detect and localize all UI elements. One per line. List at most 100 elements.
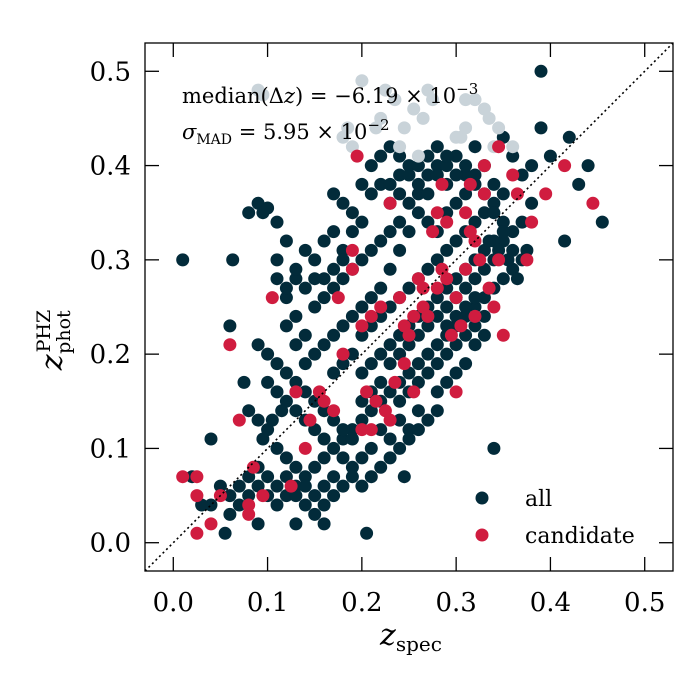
point-candidate-4 — [204, 517, 218, 531]
point-candidate-8 — [246, 460, 260, 474]
point-all-190 — [270, 272, 284, 286]
point-all-259 — [275, 404, 289, 418]
point-all-256 — [223, 507, 237, 521]
x-tick-label-5: 0.5 — [624, 588, 665, 618]
point-all-274 — [327, 262, 341, 276]
point-all-164 — [449, 196, 463, 210]
point-all-183 — [308, 347, 322, 361]
point-all-155 — [496, 187, 510, 201]
point-faded-22 — [341, 121, 355, 135]
point-candidate-15 — [298, 441, 312, 455]
point-all-124 — [383, 357, 397, 371]
point-all-282 — [501, 253, 515, 267]
point-all-37 — [534, 64, 548, 78]
point-all-103 — [289, 460, 303, 474]
point-candidate-3 — [190, 526, 204, 540]
point-all-66 — [308, 460, 322, 474]
point-all-184 — [317, 338, 331, 352]
point-candidate-52 — [459, 262, 473, 276]
y-tick-label-3: 0.3 — [90, 246, 131, 276]
point-all-141 — [364, 319, 378, 333]
point-all-104 — [279, 451, 293, 465]
point-all-188 — [355, 300, 369, 314]
point-all-1 — [223, 319, 237, 333]
point-all-258 — [265, 413, 279, 427]
point-candidate-62 — [496, 328, 510, 342]
point-all-175 — [393, 215, 407, 229]
point-all-126 — [402, 338, 416, 352]
point-all-50 — [251, 517, 265, 531]
svg-text:zspec: zspec — [379, 618, 442, 656]
y-tick-label-5: 0.5 — [90, 57, 131, 87]
point-candidate-34 — [383, 413, 397, 427]
point-all-281 — [492, 243, 506, 257]
x-tick-label-0: 0.0 — [153, 588, 194, 618]
point-all-230 — [440, 375, 454, 389]
point-all-268 — [459, 159, 473, 173]
annotation-sigma: σMAD = 5.95 × 10−2 — [182, 116, 390, 148]
point-all-266 — [440, 159, 454, 173]
point-candidate-10 — [242, 498, 256, 512]
point-candidate-33 — [383, 196, 397, 210]
point-faded-11 — [426, 93, 440, 107]
point-faded-7 — [407, 102, 421, 116]
x-tick-label-1: 0.1 — [247, 588, 288, 618]
point-faded-5 — [388, 93, 402, 107]
point-candidate-72 — [397, 357, 411, 371]
point-all-33 — [506, 149, 520, 163]
point-candidate-63 — [506, 168, 520, 182]
point-faded-2 — [355, 74, 369, 88]
point-candidate-38 — [407, 385, 421, 399]
point-all-137 — [506, 225, 520, 239]
point-all-109 — [237, 375, 251, 389]
point-all-51 — [218, 526, 232, 540]
point-faded-20 — [506, 140, 520, 154]
point-all-201 — [327, 366, 341, 380]
point-candidate-49 — [444, 328, 458, 342]
point-all-237 — [402, 432, 416, 446]
point-all-128 — [421, 319, 435, 333]
point-faded-24 — [393, 140, 407, 154]
point-all-232 — [468, 338, 482, 352]
point-all-185 — [327, 328, 341, 342]
point-candidate-74 — [430, 206, 444, 220]
point-all-275 — [317, 272, 331, 286]
point-all-114 — [289, 375, 303, 389]
point-all-291 — [364, 159, 378, 173]
point-all-97 — [345, 460, 359, 474]
series-candidate — [176, 140, 600, 540]
point-all-171 — [355, 253, 369, 267]
point-all-286 — [468, 291, 482, 305]
point-all-290 — [355, 177, 369, 191]
point-all-220 — [393, 394, 407, 408]
point-candidate-66 — [525, 215, 539, 229]
point-faded-8 — [411, 149, 425, 163]
point-candidate-29 — [364, 309, 378, 323]
point-all-22 — [402, 159, 416, 173]
point-candidate-11 — [242, 507, 256, 521]
point-candidate-44 — [426, 225, 440, 239]
point-all-143 — [383, 300, 397, 314]
point-candidate-70 — [492, 140, 506, 154]
point-candidate-51 — [454, 319, 468, 333]
x-axis-label: zspec — [379, 618, 442, 656]
point-all-52 — [204, 498, 218, 512]
point-all-7 — [270, 215, 284, 229]
point-all-244 — [336, 479, 350, 493]
point-all-118 — [327, 413, 341, 427]
point-all-89 — [430, 385, 444, 399]
point-all-112 — [270, 357, 284, 371]
point-all-132 — [459, 281, 473, 295]
point-all-15 — [336, 243, 350, 257]
point-candidate-31 — [374, 300, 388, 314]
point-faded-15 — [468, 93, 482, 107]
point-all-203 — [345, 347, 359, 361]
point-all-130 — [440, 300, 454, 314]
point-all-262 — [402, 196, 416, 210]
point-candidate-30 — [369, 394, 383, 408]
point-all-102 — [298, 479, 312, 493]
point-faded-4 — [378, 83, 392, 97]
point-all-58 — [232, 479, 246, 493]
point-faded-26 — [374, 111, 388, 125]
point-all-93 — [383, 432, 397, 446]
